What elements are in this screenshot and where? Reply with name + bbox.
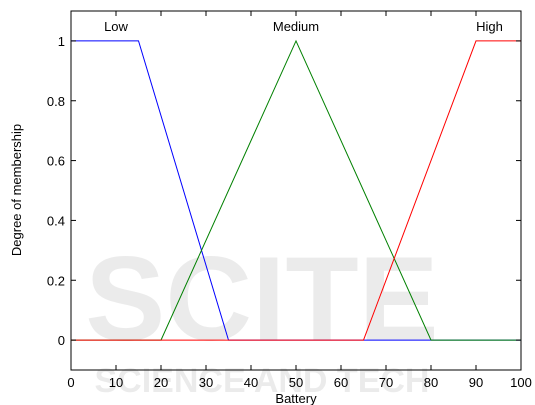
y-axis-label: Degree of membership <box>9 124 24 256</box>
y-tick-label: 0 <box>58 333 65 348</box>
series-label-high: High <box>476 19 503 34</box>
series-label-medium: Medium <box>273 19 319 34</box>
x-tick-label: 0 <box>67 375 74 390</box>
x-tick-label: 60 <box>334 375 348 390</box>
x-tick-label: 100 <box>510 375 532 390</box>
watermark-line2: SCIENCE AND TECH <box>95 362 430 400</box>
y-tick-label: 0.6 <box>47 154 65 169</box>
x-tick-label: 30 <box>199 375 213 390</box>
x-tick-label: 10 <box>109 375 123 390</box>
y-tick-label: 0.4 <box>47 213 65 228</box>
y-axis-ticks: 0 0.2 0.4 0.6 0.8 1 <box>47 34 521 348</box>
x-tick-label: 50 <box>289 375 303 390</box>
series-layer <box>71 39 521 341</box>
x-tick-label: 40 <box>244 375 258 390</box>
watermark: SCITE SCIENCE AND TECH <box>85 232 438 400</box>
series-line-low <box>71 40 521 341</box>
watermark-line1: SCITE <box>85 232 438 366</box>
x-tick-label: 70 <box>379 375 393 390</box>
series-label-low: Low <box>104 19 128 34</box>
y-tick-label: 1 <box>58 34 65 49</box>
x-tick-label: 80 <box>424 375 438 390</box>
series-label-layer: Low Medium High <box>104 19 503 34</box>
x-tick-label: 90 <box>469 375 483 390</box>
x-tick-label: 20 <box>154 375 168 390</box>
x-axis-label: Battery <box>275 391 317 405</box>
series-line-high <box>71 40 521 341</box>
y-tick-label: 0.8 <box>47 94 65 109</box>
x-axis-ticks: 0 10 20 30 40 50 60 70 80 90 100 <box>67 11 532 390</box>
y-tick-label: 0.2 <box>47 273 65 288</box>
